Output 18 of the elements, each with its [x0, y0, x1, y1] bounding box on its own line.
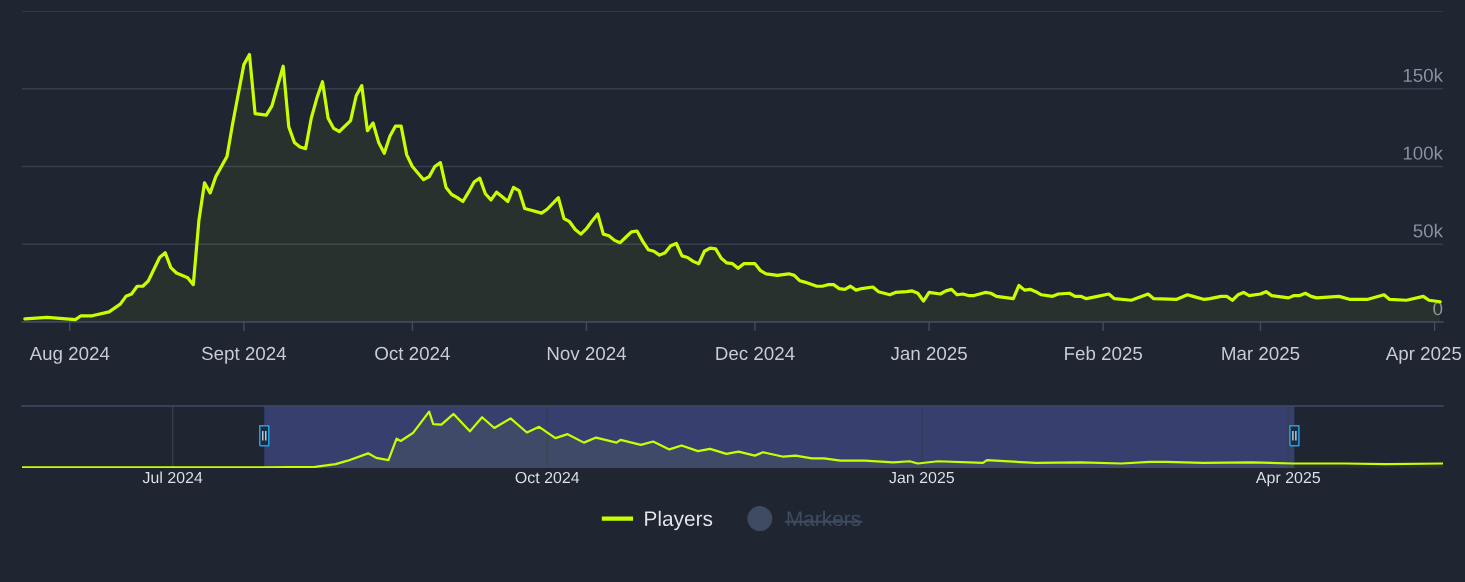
- x-tick-label: Mar 2025: [1222, 346, 1300, 361]
- y-tick-label: 50k: [1413, 223, 1444, 238]
- x-tick-label: Nov 2024: [547, 346, 627, 361]
- x-tick-label: Jan 2025: [889, 471, 955, 484]
- y-tick-label: 150k: [1403, 68, 1444, 83]
- x-tick-label: Oct 2024: [375, 346, 450, 361]
- x-tick-label: Jan 2025: [890, 346, 967, 361]
- x-tick-label: Apr 2025: [1255, 471, 1321, 487]
- x-tick-label: Feb 2025: [1065, 346, 1143, 361]
- x-tick-label: Oct 2024: [515, 471, 580, 484]
- y-tick-label: 100k: [1403, 146, 1444, 160]
- y-tick-label: 0: [1433, 302, 1443, 316]
- x-tick-label: Apr 2025: [1385, 346, 1462, 364]
- x-tick-label: Dec 2024: [716, 346, 795, 361]
- legend-label: Players: [645, 510, 713, 531]
- x-tick-label: Sept 2024: [201, 346, 287, 364]
- x-tick-label: Aug 2024: [29, 346, 110, 364]
- x-tick-label: Jul 2024: [142, 471, 203, 484]
